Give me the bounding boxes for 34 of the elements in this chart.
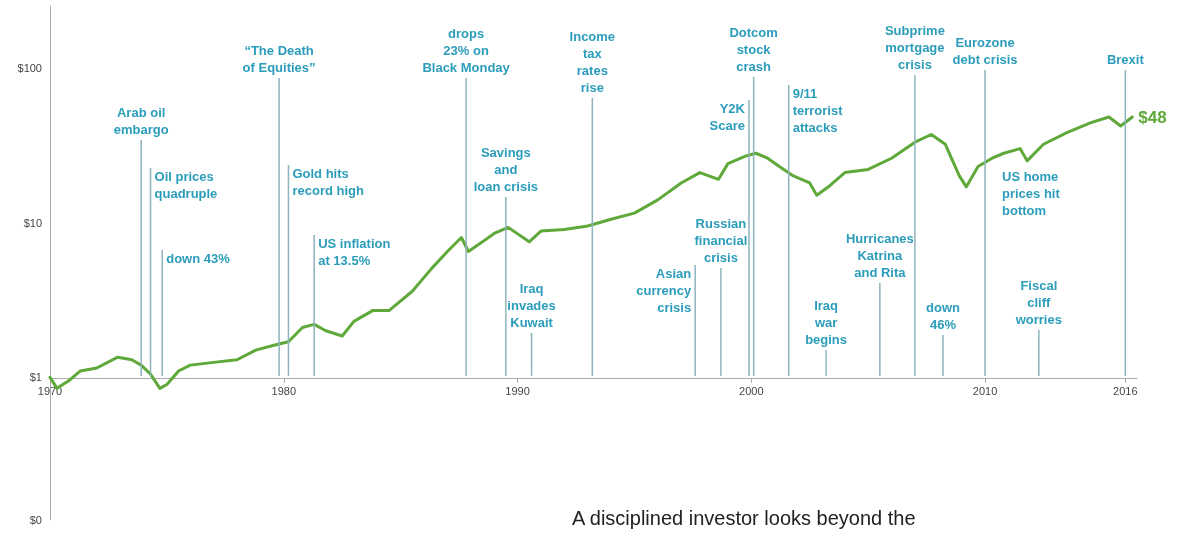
ref-line-label: Savings and loan crisis xyxy=(473,145,538,194)
y-tick-label: $100 xyxy=(17,61,42,74)
ref-line-label: Iraq invades Kuwait xyxy=(507,281,556,330)
y-tick-label: $0 xyxy=(29,514,42,526)
ref-line-label: US inflation at 13.5% xyxy=(318,236,391,268)
ref-line-label: drops 23% on Black Monday xyxy=(422,26,511,75)
ref-line-label: Hurricanes Katrina and Rita xyxy=(845,231,914,280)
ref-line-label: Iraq war begins xyxy=(805,298,848,347)
ref-line-label: Arab oil embargo xyxy=(113,105,169,137)
annotation: US home prices hit bottom xyxy=(1002,169,1061,218)
x-tick-label: 2000 xyxy=(739,385,764,398)
ref-line-label: 9/11 terrorist attacks xyxy=(792,86,844,135)
ref-line-label: Russian financial crisis xyxy=(694,216,748,265)
ref-line-label: Eurozone debt crisis xyxy=(952,35,1018,67)
y-tick-label: $1 xyxy=(29,371,42,384)
ref-line-label: Asian currency crisis xyxy=(636,266,692,315)
ref-line-label: Dotcom stock crash xyxy=(729,25,778,74)
y-tick-label: $10 xyxy=(23,216,42,229)
data-label: $48 xyxy=(1138,107,1167,127)
ref-line-label: Subprime mortgage crisis xyxy=(884,23,945,72)
ref-line-label: down 46% xyxy=(926,300,960,332)
x-tick-label: 1990 xyxy=(505,385,530,398)
ref-line-label: Y2K Scare xyxy=(709,101,746,133)
x-tick-label: 2010 xyxy=(972,385,998,398)
x-tick-label: 1980 xyxy=(271,385,297,398)
ref-line-label: Gold hits record high xyxy=(292,166,364,198)
ref-line-label: Income tax rates rise xyxy=(569,29,616,95)
ref-line-label: Brexit xyxy=(1106,52,1145,67)
ref-line-label: down 43% xyxy=(166,251,231,266)
ref-line-label: “The Death of Equities” xyxy=(242,43,316,75)
annotation: A disciplined investor looks beyond the xyxy=(572,507,916,529)
ref-line-label: Oil prices quadruple xyxy=(154,169,218,201)
x-tick-label: 2016 xyxy=(1113,385,1138,398)
ref-line-label: Fiscal cliff worries xyxy=(1014,278,1062,327)
